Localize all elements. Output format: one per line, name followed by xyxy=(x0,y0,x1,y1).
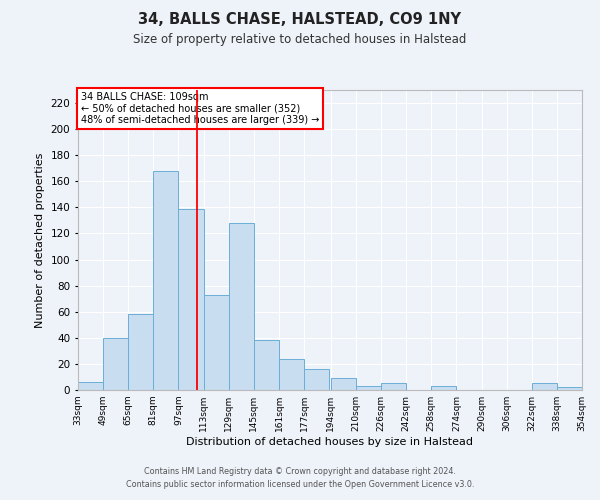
Y-axis label: Number of detached properties: Number of detached properties xyxy=(35,152,45,328)
Text: Contains HM Land Registry data © Crown copyright and database right 2024.: Contains HM Land Registry data © Crown c… xyxy=(144,467,456,476)
Bar xyxy=(203,295,229,390)
Bar xyxy=(229,223,254,390)
X-axis label: Distribution of detached houses by size in Halstead: Distribution of detached houses by size … xyxy=(187,437,473,447)
Bar xyxy=(557,388,582,390)
Text: 34, BALLS CHASE, HALSTEAD, CO9 1NY: 34, BALLS CHASE, HALSTEAD, CO9 1NY xyxy=(139,12,461,28)
Bar xyxy=(78,382,103,390)
Bar xyxy=(331,378,356,390)
Bar xyxy=(128,314,154,390)
Bar xyxy=(381,384,406,390)
Bar xyxy=(431,386,457,390)
Bar xyxy=(254,340,279,390)
Bar xyxy=(154,171,178,390)
Bar xyxy=(178,208,203,390)
Text: Size of property relative to detached houses in Halstead: Size of property relative to detached ho… xyxy=(133,32,467,46)
Text: 34 BALLS CHASE: 109sqm
← 50% of detached houses are smaller (352)
48% of semi-de: 34 BALLS CHASE: 109sqm ← 50% of detached… xyxy=(80,92,319,124)
Bar xyxy=(279,358,304,390)
Text: Contains public sector information licensed under the Open Government Licence v3: Contains public sector information licen… xyxy=(126,480,474,489)
Bar xyxy=(103,338,128,390)
Bar xyxy=(532,384,557,390)
Bar xyxy=(356,386,381,390)
Bar xyxy=(304,369,329,390)
